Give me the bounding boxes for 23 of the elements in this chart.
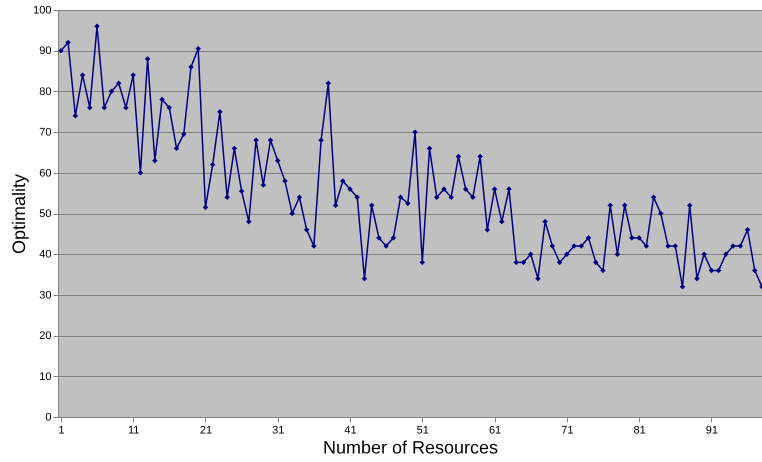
- y-tick-label: 20: [39, 330, 52, 342]
- x-tick-label: 91: [706, 424, 718, 436]
- x-axis-title: Number of Resources: [322, 438, 498, 458]
- x-tick-label: 21: [200, 424, 212, 436]
- x-tick-label: 61: [488, 424, 502, 436]
- x-tick-label: 1: [58, 424, 64, 436]
- x-tick-label: 81: [634, 424, 646, 436]
- y-tick-label: 70: [39, 126, 52, 139]
- y-tick-label: 90: [39, 45, 52, 58]
- y-tick-label: 30: [39, 289, 52, 302]
- y-tick-label: 60: [39, 167, 52, 180]
- x-tick-label: 71: [561, 424, 574, 436]
- y-tick-label: 40: [39, 248, 52, 261]
- y-tick-label: 50: [39, 208, 52, 220]
- y-tick-label: 10: [39, 370, 52, 383]
- x-tick-label: 41: [344, 424, 357, 436]
- x-tick-label: 31: [272, 424, 284, 436]
- y-tick-label: 100: [33, 4, 52, 16]
- x-tick-label: 51: [416, 424, 429, 436]
- x-tick-label: 11: [128, 424, 140, 436]
- y-axis-title: Optimality: [9, 174, 30, 254]
- y-tick-label: 0: [45, 412, 52, 424]
- y-tick-label: 80: [39, 86, 52, 98]
